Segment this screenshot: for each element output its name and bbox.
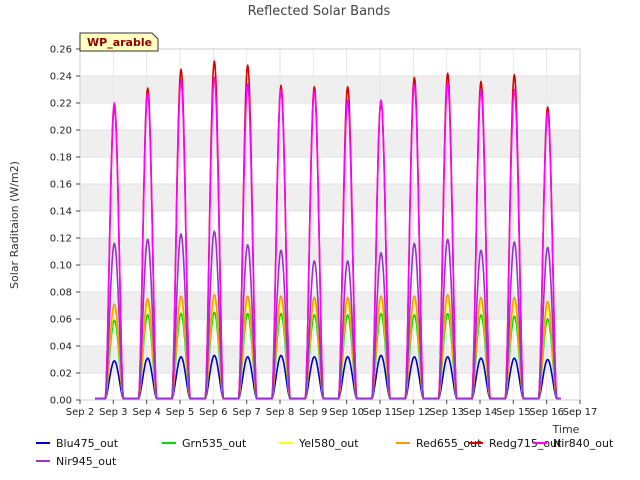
x-tick-label: Sep 16 xyxy=(529,407,564,418)
y-tick-label: 0.04 xyxy=(50,342,72,353)
y-tick-label: 0.16 xyxy=(50,180,72,191)
x-tick-label: Sep 2 xyxy=(66,407,94,418)
y-tick-label: 0.00 xyxy=(50,396,72,407)
x-tick-label: Sep 10 xyxy=(329,407,364,418)
x-axis-title: Time xyxy=(552,423,580,436)
y-tick-label: 0.14 xyxy=(50,207,72,218)
plot-band xyxy=(80,292,580,319)
plot-band xyxy=(80,184,580,211)
y-tick-label: 0.02 xyxy=(50,369,72,380)
y-tick-label: 0.20 xyxy=(50,126,72,137)
y-axis-title: Solar Raditaion (W/m2) xyxy=(8,161,21,289)
x-tick-label: Sep 5 xyxy=(166,407,194,418)
y-tick-label: 0.22 xyxy=(50,99,72,110)
y-tick-label: 0.24 xyxy=(50,72,72,83)
x-tick-label: Sep 14 xyxy=(463,407,498,418)
y-axis-ticks: 0.00 0.02 0.04 0.06 0.08 0.10 0.12 0.14 0.16 0.18… xyxy=(50,45,80,407)
x-tick-label: Sep 17 xyxy=(563,407,598,418)
grid-lines xyxy=(79,48,581,401)
x-tick-label: Sep 12 xyxy=(396,407,431,418)
x-tick-label: Sep 6 xyxy=(199,407,227,418)
y-tick-label: 0.08 xyxy=(50,288,72,299)
plot-band xyxy=(80,346,580,373)
legend-label: Nir945_out xyxy=(56,455,117,468)
x-tick-label: Sep 8 xyxy=(266,407,294,418)
plot-bands xyxy=(80,76,580,373)
y-tick-label: 0.10 xyxy=(50,261,72,272)
chart-title: Reflected Solar Bands xyxy=(248,4,391,19)
legend-label: Blu475_out xyxy=(56,437,119,450)
legend-label: Redg715_out xyxy=(489,437,562,450)
plot-area-border xyxy=(79,48,581,401)
y-tick-label: 0.18 xyxy=(50,153,72,164)
y-tick-label: 0.12 xyxy=(50,234,72,245)
legend-label: Yel580_out xyxy=(298,437,359,450)
x-tick-label: Sep 3 xyxy=(99,407,127,418)
x-axis-ticks: Sep 2 Sep 3 Sep 4 Sep 5 Sep 6 Sep 7 Sep 8 Sep 9… xyxy=(66,400,598,418)
series-line-nir945_out xyxy=(95,230,561,400)
plot-band xyxy=(80,76,580,103)
y-tick-label: 0.06 xyxy=(50,315,72,326)
x-tick-label: Sep 13 xyxy=(429,407,464,418)
x-tick-label: Sep 7 xyxy=(232,407,260,418)
x-tick-label: Sep 4 xyxy=(132,407,160,418)
legend-label: Nir840_out xyxy=(553,437,614,450)
site-badge: WP_arable xyxy=(79,32,159,52)
plot-band xyxy=(80,238,580,265)
legend-label: Red655_out xyxy=(416,437,482,450)
y-tick-label: 0.26 xyxy=(50,45,72,56)
legend-label: Grn535_out xyxy=(182,437,247,450)
series-lines xyxy=(95,60,561,400)
legend: Blu475_out Grn535_out Yel580_out Red655_out… xyxy=(36,437,614,468)
x-tick-label: Sep 11 xyxy=(363,407,398,418)
plot-band xyxy=(80,130,580,157)
x-tick-label: Sep 9 xyxy=(299,407,327,418)
x-tick-label: Sep 15 xyxy=(496,407,531,418)
site-badge-label: WP_arable xyxy=(87,36,152,49)
